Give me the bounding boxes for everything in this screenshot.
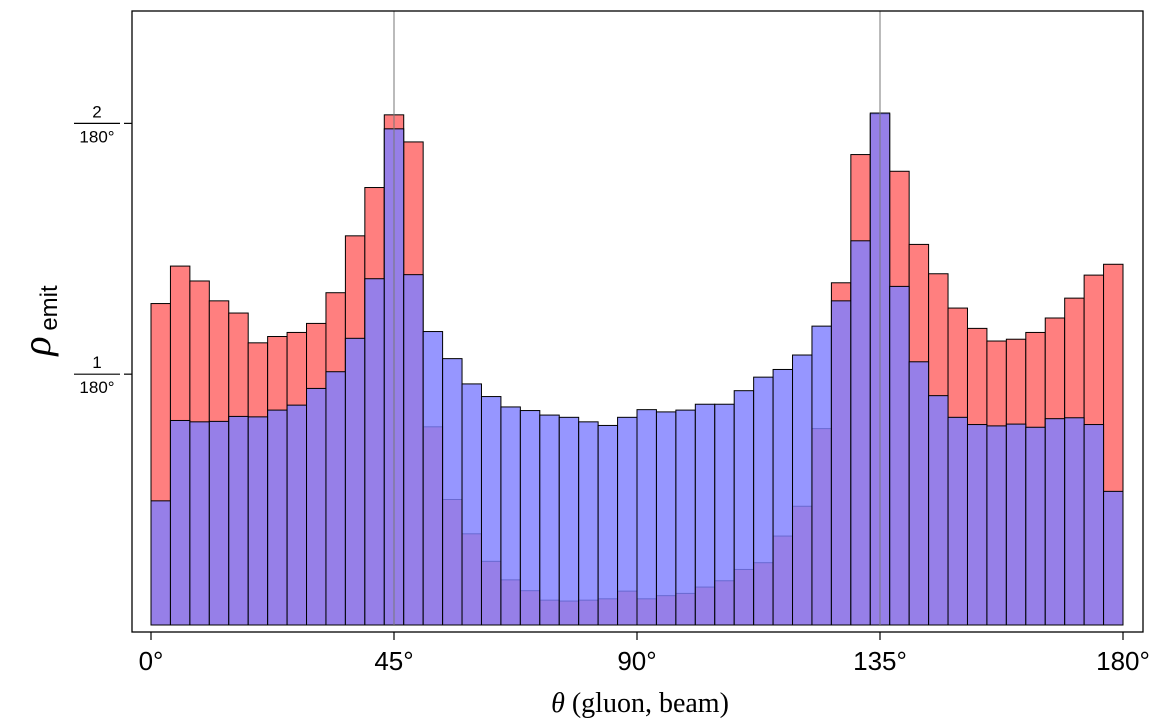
y-tick-denominator: 180° bbox=[79, 378, 114, 397]
bar-blue bbox=[830, 300, 852, 626]
bar-blue bbox=[344, 337, 366, 626]
bar-blue bbox=[1044, 418, 1066, 626]
y-tick-numerator: 1 bbox=[92, 353, 101, 372]
bar-blue bbox=[442, 358, 463, 626]
bar-blue bbox=[228, 415, 249, 626]
bar-blue bbox=[908, 361, 930, 626]
bar-blue bbox=[675, 409, 696, 626]
x-tick-label: 180° bbox=[1096, 646, 1150, 676]
bar-blue bbox=[714, 403, 735, 626]
bar-blue bbox=[422, 331, 444, 626]
bar-blue bbox=[247, 416, 269, 626]
bar-blue bbox=[267, 409, 288, 626]
bar-blue bbox=[753, 376, 774, 626]
bar-blue bbox=[636, 409, 657, 626]
bar-blue bbox=[655, 411, 677, 626]
y-tick-denominator: 180° bbox=[79, 127, 114, 146]
bar-blue bbox=[208, 420, 230, 626]
bar-blue bbox=[519, 410, 541, 626]
bar-blue bbox=[733, 390, 755, 626]
reference-lines bbox=[393, 11, 881, 625]
x-tick-label: 0° bbox=[139, 646, 164, 676]
bar-blue bbox=[694, 403, 716, 626]
x-axis-label-rest: (gluon, beam) bbox=[565, 688, 729, 719]
bar-blue bbox=[403, 274, 424, 626]
bar-blue bbox=[986, 425, 1007, 626]
series-blue-bars bbox=[150, 112, 1124, 626]
bar-blue bbox=[325, 371, 346, 626]
x-axis-label: θ (gluon, beam) bbox=[551, 688, 729, 719]
bar-blue bbox=[539, 414, 560, 626]
bar-blue bbox=[792, 354, 813, 626]
y-axis-ticks: 1 180° 2 180° bbox=[74, 102, 132, 397]
bar-blue bbox=[189, 421, 210, 626]
y-axis-subscript: emit bbox=[36, 285, 63, 331]
bar-blue bbox=[947, 416, 968, 626]
bar-blue bbox=[1083, 424, 1105, 626]
bar-blue bbox=[480, 396, 502, 626]
bar-blue bbox=[364, 278, 385, 626]
bar-blue bbox=[889, 285, 910, 626]
bar-blue bbox=[169, 419, 191, 626]
y-axis-symbol: ρ bbox=[14, 336, 59, 357]
x-axis-ticks: 0° 45° 90° 135° 180° bbox=[139, 632, 1150, 676]
bar-blue bbox=[1025, 426, 1046, 626]
bar-blue bbox=[578, 421, 599, 626]
bar-blue bbox=[461, 383, 482, 626]
x-tick-label: 90° bbox=[617, 646, 656, 676]
y-axis-label: ρ emit bbox=[14, 285, 63, 358]
y-tick-numerator: 2 bbox=[92, 102, 101, 121]
bar-blue bbox=[286, 404, 308, 626]
x-tick-label: 45° bbox=[374, 646, 413, 676]
bar-blue bbox=[928, 395, 949, 626]
bar-blue bbox=[1103, 490, 1124, 626]
bar-blue bbox=[150, 500, 171, 626]
bar-blue bbox=[1005, 423, 1027, 626]
x-axis-variable: θ bbox=[551, 688, 565, 719]
bar-blue bbox=[597, 424, 619, 626]
x-tick-label: 135° bbox=[853, 646, 907, 676]
bar-blue bbox=[811, 325, 832, 626]
bar-blue bbox=[306, 387, 327, 626]
bar-blue bbox=[966, 424, 988, 626]
bar-blue bbox=[850, 240, 871, 626]
bar-blue bbox=[558, 416, 580, 626]
bar-blue bbox=[772, 368, 794, 626]
bar-blue bbox=[1064, 417, 1085, 626]
bar-blue bbox=[617, 416, 638, 626]
bar-blue bbox=[500, 406, 521, 626]
